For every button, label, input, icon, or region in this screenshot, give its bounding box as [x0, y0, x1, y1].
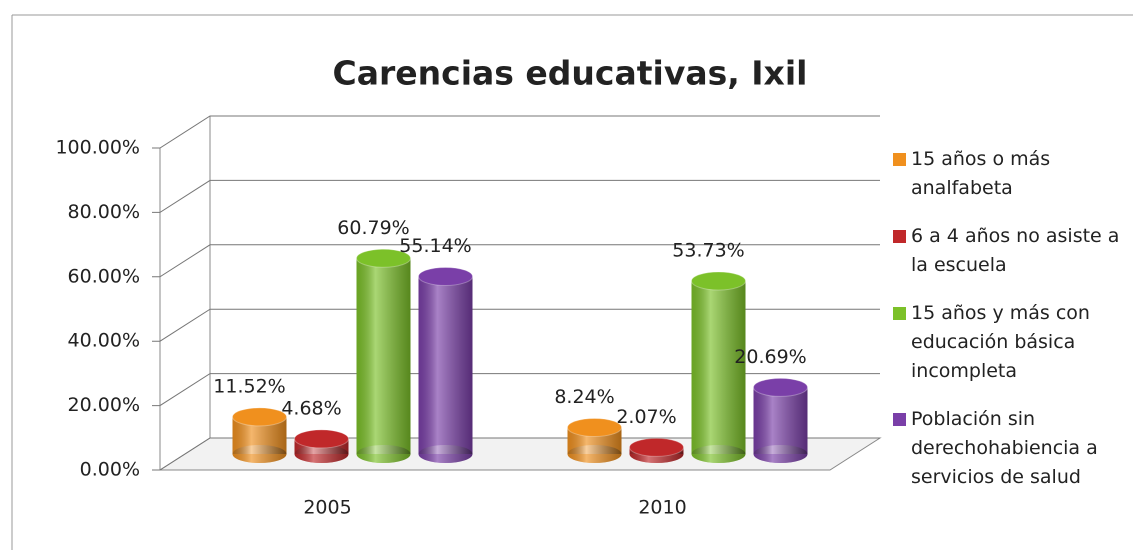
legend-label: 15 años o más analfabeta: [911, 148, 1051, 199]
bar: [232, 407, 287, 463]
bar-body-shade: [418, 276, 473, 454]
legend: 15 años o más analfabeta 6 a 4 años no as…: [893, 145, 1125, 511]
bar-top: [567, 417, 622, 437]
bar: [691, 271, 746, 463]
legend-label: 6 a 4 años no asiste a la escuela: [911, 225, 1120, 276]
y-tick-label: 60.00%: [68, 265, 140, 287]
grid-line: [152, 244, 880, 278]
value-label: 4.68%: [281, 397, 341, 419]
legend-label: Población sin derechohabiencia a servici…: [911, 408, 1098, 488]
bar: [294, 429, 349, 463]
bar-top: [356, 248, 411, 268]
x-tick-label: 2005: [303, 497, 351, 519]
x-tick-label: 2010: [638, 497, 686, 519]
grid-line: [152, 437, 880, 471]
grid-line: [152, 373, 880, 407]
bar: [629, 437, 684, 463]
bar-top: [232, 407, 287, 427]
legend-swatch: [893, 413, 906, 426]
value-label: 8.24%: [554, 386, 614, 408]
grid-line: [152, 115, 880, 149]
bar-body-shade: [356, 258, 411, 454]
bar: [753, 377, 808, 463]
value-label: 11.52%: [213, 375, 285, 397]
bar: [418, 266, 473, 463]
chart-title: Carencias educativas, Ixil: [333, 54, 808, 93]
value-label: 53.73%: [672, 239, 744, 261]
grid-line: [152, 179, 880, 213]
y-tick-label: 100.00%: [55, 137, 140, 159]
bar: [356, 248, 411, 463]
legend-swatch: [893, 307, 906, 320]
legend-item: Población sin derechohabiencia a servici…: [893, 405, 1125, 492]
value-label: 60.79%: [337, 217, 409, 239]
value-label: 2.07%: [616, 406, 676, 428]
bar: [567, 417, 622, 463]
y-tick-label: 0.00%: [80, 459, 140, 481]
legend-swatch: [893, 153, 906, 166]
bar-top: [691, 271, 746, 291]
value-label: 20.69%: [734, 346, 806, 368]
legend-item: 6 a 4 años no asiste a la escuela: [893, 222, 1125, 280]
y-tick-label: 40.00%: [68, 330, 140, 352]
bar-top: [629, 437, 684, 457]
legend-item: 15 años y más con educación básica incom…: [893, 299, 1125, 386]
bar-body-shade: [691, 280, 746, 454]
legend-item: 15 años o más analfabeta: [893, 145, 1125, 203]
grid-line: [152, 308, 880, 342]
value-label: 55.14%: [399, 235, 471, 257]
bar-body-shade: [753, 387, 808, 454]
bar-top: [294, 429, 349, 449]
y-tick-label: 80.00%: [68, 201, 140, 223]
bar-top: [418, 266, 473, 286]
legend-swatch: [893, 230, 906, 243]
y-tick-label: 20.00%: [68, 394, 140, 416]
legend-label: 15 años y más con educación básica incom…: [911, 302, 1090, 382]
bar-top: [753, 377, 808, 397]
